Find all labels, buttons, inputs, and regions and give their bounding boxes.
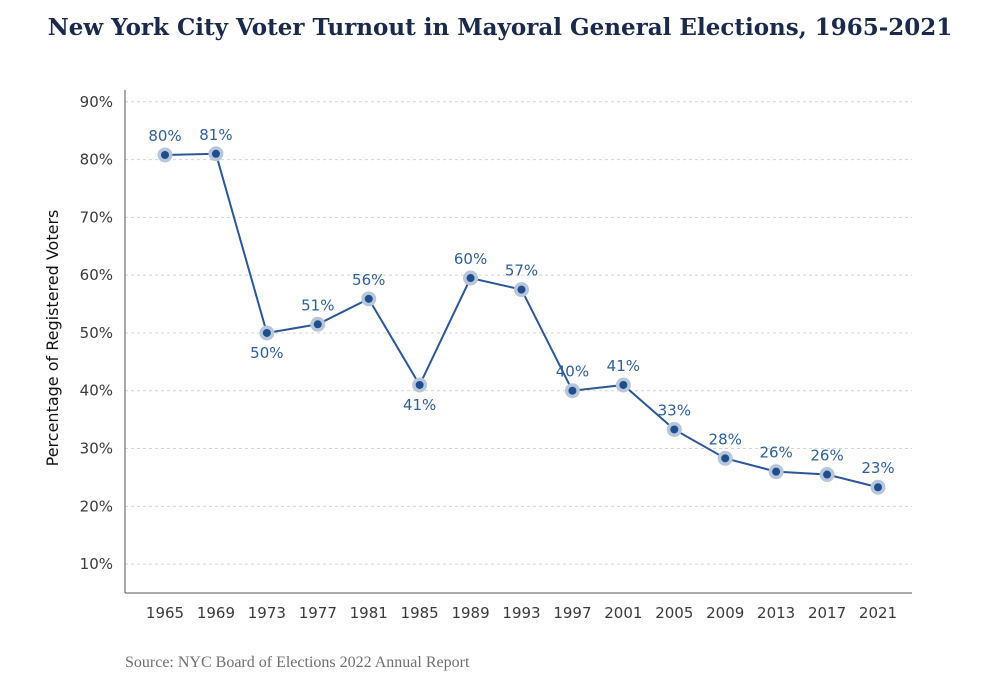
- data-point: [670, 425, 679, 434]
- data-label: 40%: [556, 363, 589, 381]
- y-tick-labels: 10% 20% 30% 40% 50% 60% 70% 80% 90%: [80, 93, 113, 573]
- x-tick-labels: 1965 1969 1973 1977 1981 1985 1989 1993 1997 2001…: [146, 604, 897, 622]
- data-label: 50%: [250, 344, 283, 362]
- data-label: 33%: [658, 401, 691, 419]
- x-tick-label: 1965: [146, 604, 184, 622]
- data-point: [211, 149, 220, 158]
- x-tick-label: 1997: [553, 604, 591, 622]
- data-label: 41%: [403, 396, 436, 414]
- data-point: [415, 380, 424, 389]
- x-tick-label: 1981: [350, 604, 388, 622]
- y-tick-label: 50%: [80, 324, 113, 342]
- series-line: [164, 152, 879, 489]
- data-point: [466, 274, 475, 283]
- data-point: [874, 483, 882, 492]
- x-tick-label: 2009: [706, 604, 744, 622]
- data-point: [517, 285, 526, 294]
- data-label: 81%: [199, 126, 232, 144]
- data-label: 28%: [709, 430, 742, 448]
- x-tick-label: 1985: [401, 604, 439, 622]
- y-tick-label: 30%: [80, 440, 113, 458]
- x-tick-label: 2005: [655, 604, 693, 622]
- series-voter-turnout: [157, 146, 886, 495]
- axes: [124, 90, 912, 594]
- y-tick-label: 80%: [80, 151, 113, 169]
- y-tick-label: 70%: [80, 208, 113, 226]
- y-tick-label: 60%: [80, 266, 113, 284]
- x-tick-label: 1973: [248, 604, 286, 622]
- data-label: 26%: [759, 444, 792, 462]
- x-tick-label: 2021: [859, 604, 897, 622]
- y-tick-label: 90%: [80, 93, 113, 111]
- data-point: [823, 470, 832, 479]
- data-label: 80%: [148, 127, 181, 145]
- data-point: [364, 294, 373, 303]
- data-label: 26%: [810, 447, 843, 465]
- x-tick-label: 2017: [808, 604, 846, 622]
- x-tick-label: 1969: [197, 604, 235, 622]
- chart-title: New York City Voter Turnout in Mayoral G…: [47, 14, 953, 41]
- data-label: 23%: [861, 459, 894, 477]
- data-label: 51%: [301, 296, 334, 314]
- data-label: 57%: [505, 262, 538, 280]
- source-note: Source: NYC Board of Elections 2022 Annu…: [125, 654, 470, 671]
- data-label: 60%: [454, 250, 487, 268]
- data-labels: 80% 81% 50% 51% 56% 41% 60% 57% 40% 41% 33% 28% 26% 2…: [148, 126, 894, 477]
- x-tick-label: 2001: [604, 604, 642, 622]
- data-label: 41%: [607, 357, 640, 375]
- y-tick-label: 10%: [80, 555, 113, 573]
- data-label: 56%: [352, 271, 385, 289]
- data-point: [772, 467, 781, 476]
- x-tick-label: 1993: [502, 604, 540, 622]
- x-tick-label: 2013: [757, 604, 795, 622]
- y-axis-title: Percentage of Registered Voters: [43, 210, 62, 467]
- y-tick-label: 40%: [80, 382, 113, 400]
- x-tick-label: 1989: [451, 604, 489, 622]
- data-point: [619, 380, 628, 389]
- data-point: [161, 150, 169, 159]
- data-point: [262, 328, 271, 337]
- data-point: [721, 454, 730, 463]
- y-tick-label: 20%: [80, 497, 113, 515]
- x-tick-label: 1977: [299, 604, 337, 622]
- gridlines: [125, 101, 912, 565]
- data-point: [568, 386, 577, 395]
- data-point: [313, 320, 322, 329]
